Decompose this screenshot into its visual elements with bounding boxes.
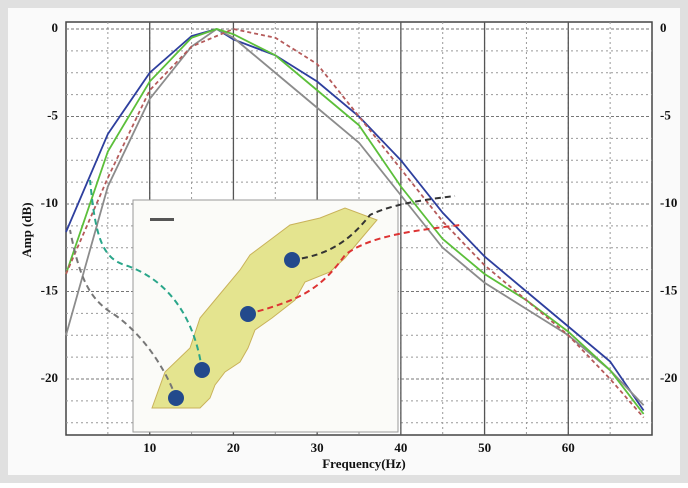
y-tick-label: -10 <box>41 195 58 210</box>
y-tick-label: -5 <box>47 107 58 122</box>
x-axis-label: Frequency(Hz) <box>322 456 406 471</box>
connector <box>291 195 456 261</box>
y2-tick-label: -5 <box>660 107 671 122</box>
series-line <box>65 27 645 406</box>
x-tick-label: 60 <box>562 440 575 455</box>
y2-tick-label: -15 <box>660 282 678 297</box>
dot <box>240 306 256 322</box>
inset-shape <box>151 207 378 409</box>
series-line <box>65 28 645 415</box>
series-line <box>65 28 645 412</box>
dot <box>284 252 300 268</box>
x-tick-label: 20 <box>227 440 240 455</box>
series-line <box>65 28 645 419</box>
x-tick-label: 10 <box>143 440 156 455</box>
x-tick-label: 30 <box>311 440 324 455</box>
y-tick-label: -15 <box>41 282 59 297</box>
connector <box>89 179 203 371</box>
inset <box>69 179 461 433</box>
dot <box>194 362 210 378</box>
scale-bar <box>150 218 174 221</box>
y-axis-label: Amp (dB) <box>19 202 34 257</box>
labels: 10 20 30 40 50 60 0 -5 -10 -15 -20 0 -5 -10 -15 -20 <box>41 20 678 455</box>
y2-tick-label: 0 <box>660 20 667 35</box>
connector <box>247 224 461 315</box>
y-tick-label: -20 <box>41 370 58 385</box>
dot <box>168 390 184 406</box>
y2-tick-label: -20 <box>660 370 677 385</box>
y2-tick-label: -10 <box>660 195 677 210</box>
lines <box>65 27 645 419</box>
connector <box>69 229 177 399</box>
x-tick-label: 50 <box>478 440 491 455</box>
x-tick-label: 40 <box>394 440 407 455</box>
y-tick-label: 0 <box>52 20 59 35</box>
